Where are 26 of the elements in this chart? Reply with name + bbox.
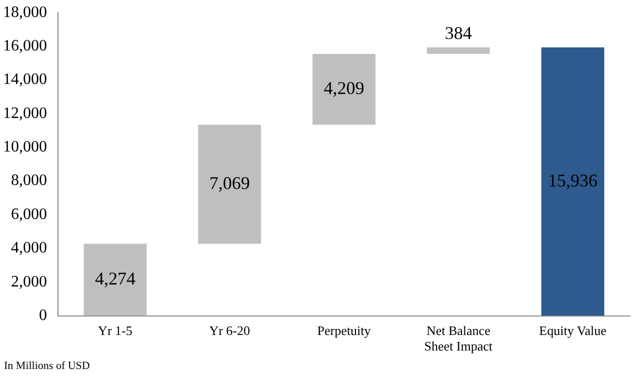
data-label: 15,936 <box>548 170 598 190</box>
x-tick-label: Net Balance Sheet Impact <box>424 323 493 354</box>
y-tick-label: 8,000 <box>11 172 47 190</box>
text: In Millions of USD <box>4 360 90 372</box>
x-tick-label: Equity Value <box>539 323 607 338</box>
y-tick-label: 4,000 <box>11 240 47 257</box>
x-tick-label: Yr 1-5 <box>98 323 132 338</box>
data-label: 4,274 <box>94 268 136 289</box>
bar <box>84 244 147 316</box>
data-label: 4,209 <box>324 78 364 98</box>
bar <box>541 47 604 316</box>
bar <box>198 124 262 244</box>
y-tick-label: 16,000 <box>3 37 47 54</box>
y-tick-label: 2,000 <box>11 273 47 290</box>
x-tick-label: Yr 6-20 <box>209 323 250 338</box>
y-tick-label: 0 <box>39 307 47 324</box>
y-tick-label: 14,000 <box>3 71 47 88</box>
y-tick-label: 12,000 <box>3 104 47 122</box>
y-tick-label: 6,000 <box>11 206 47 223</box>
data-label: 7,069 <box>209 173 250 194</box>
y-tick-label: 18,000 <box>3 4 47 21</box>
data-label: 384 <box>444 23 472 44</box>
x-tick-label: Perpetuity <box>317 323 372 338</box>
y-tick-label: 10,000 <box>3 138 47 156</box>
bar <box>426 47 490 54</box>
bar <box>312 54 376 125</box>
